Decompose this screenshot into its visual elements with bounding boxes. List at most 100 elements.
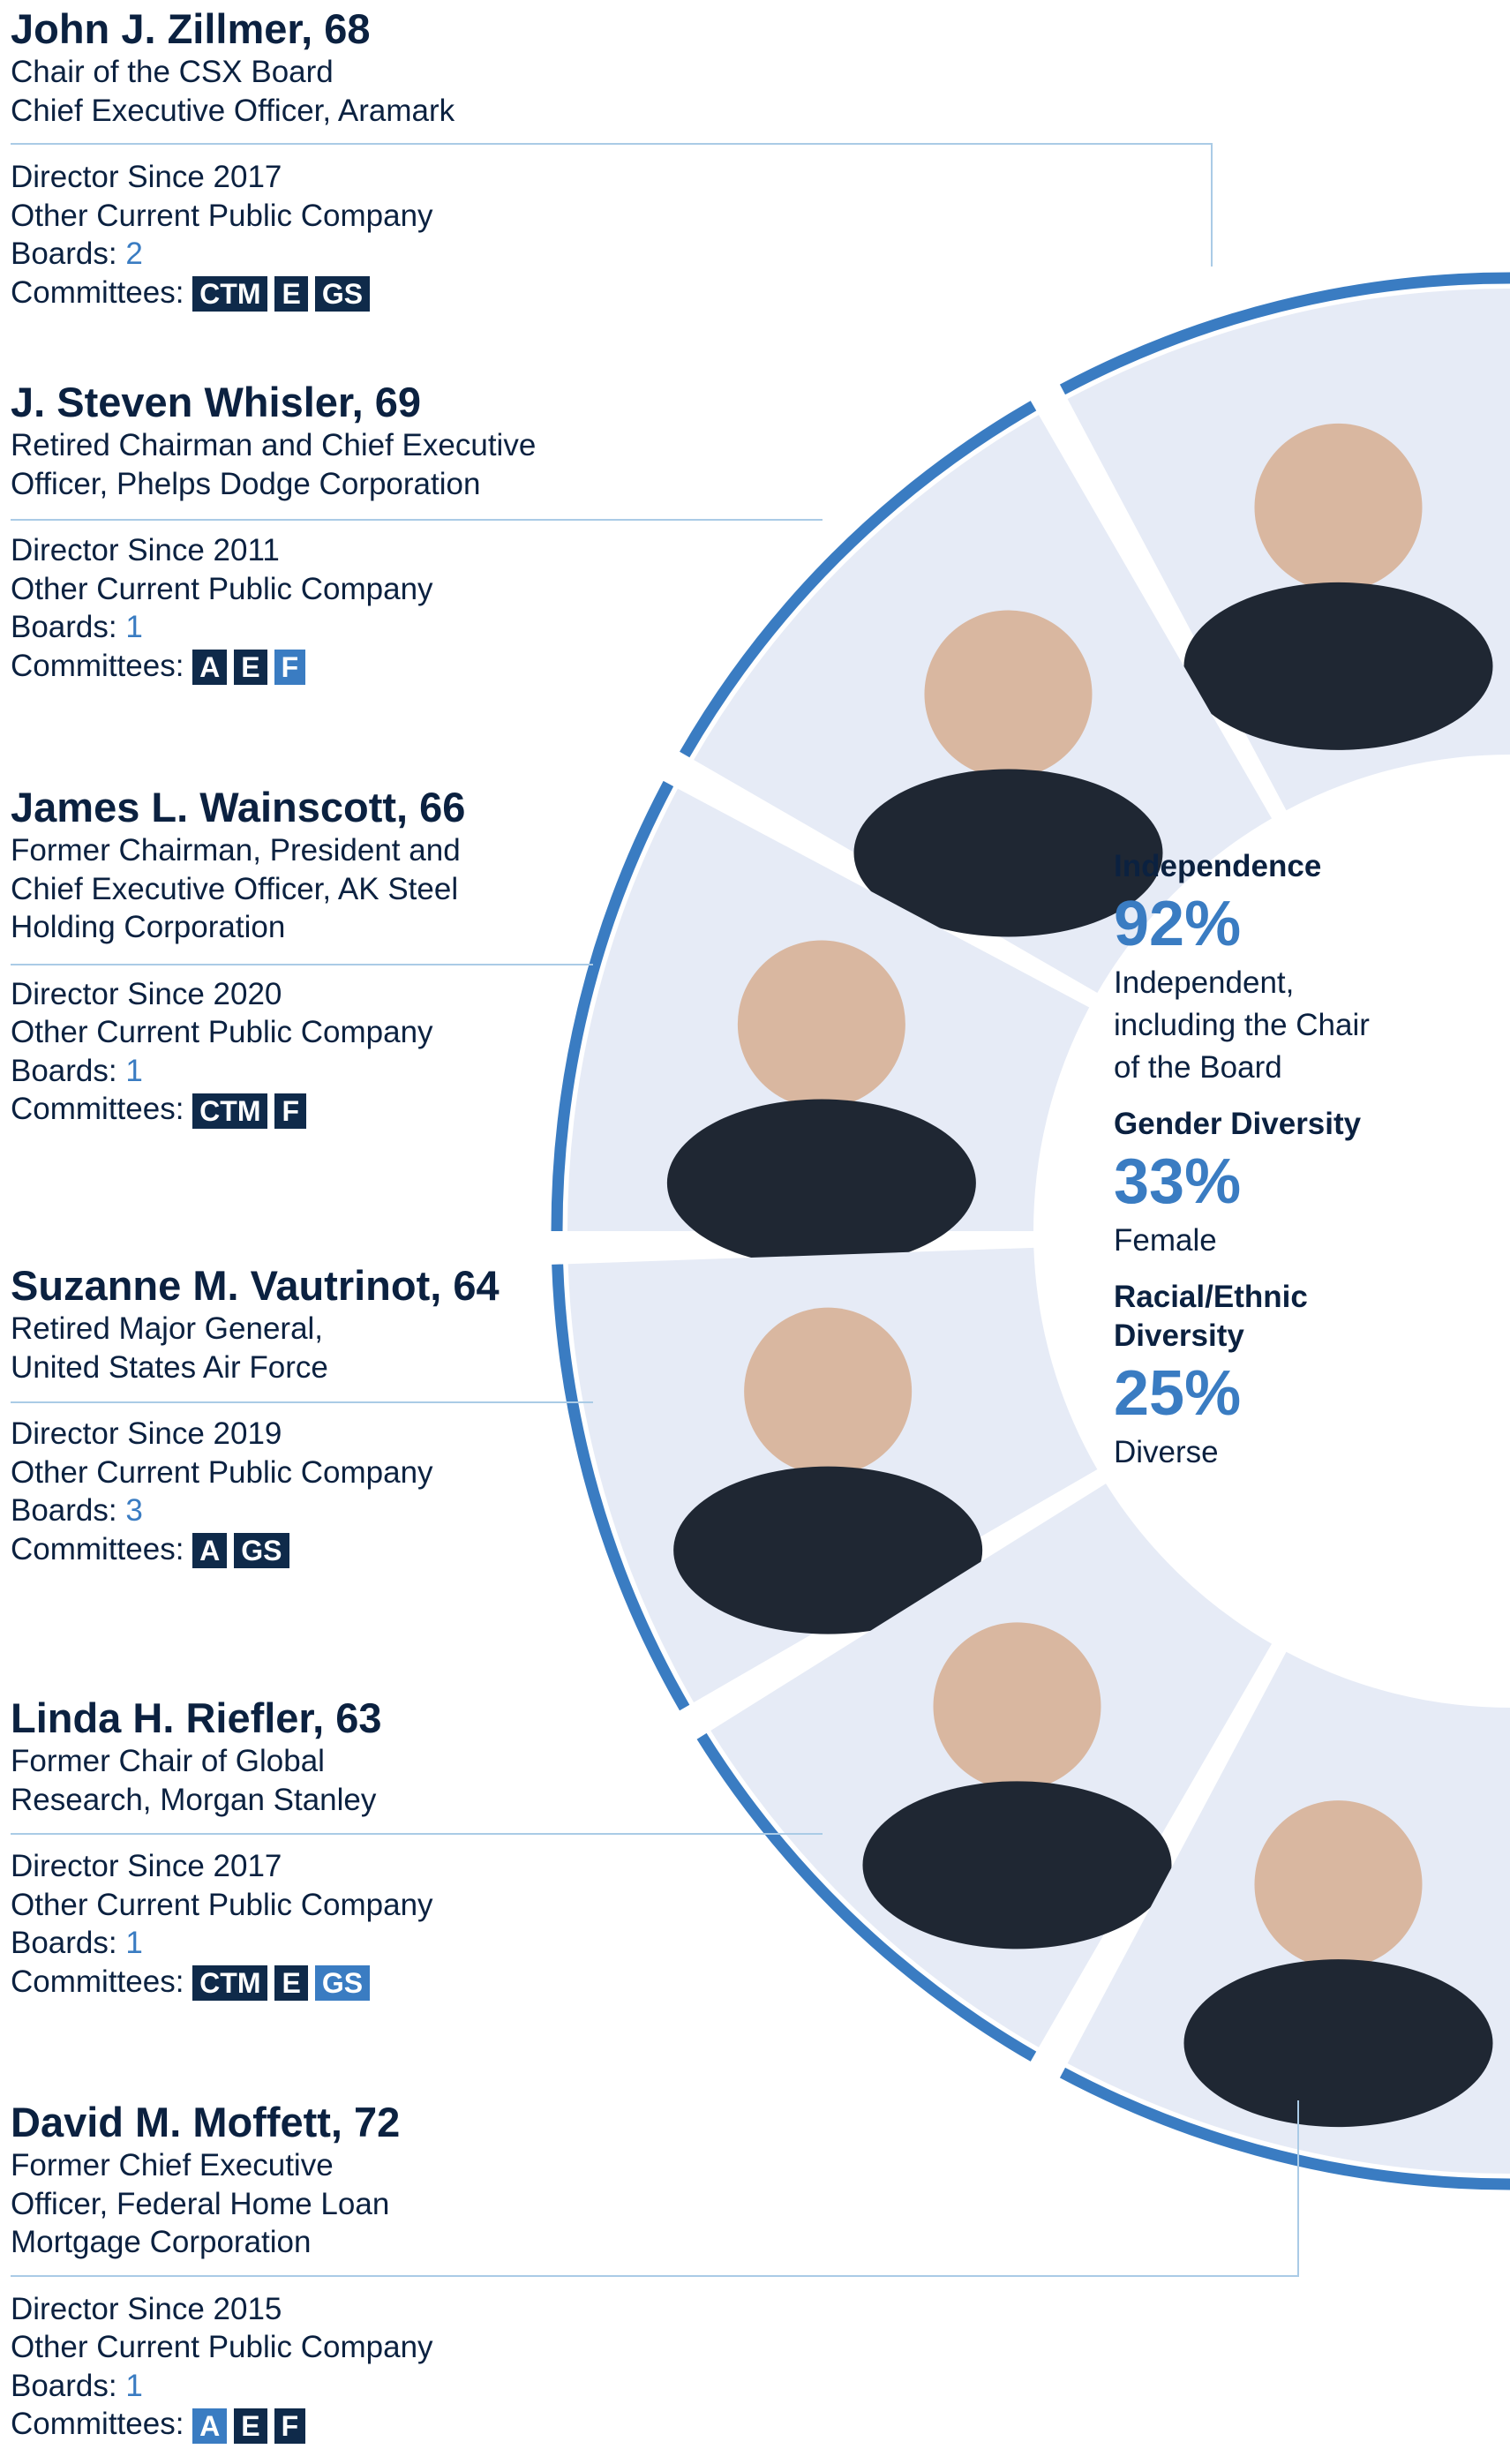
director-since: Director Since 2017: [11, 160, 282, 194]
accent-arc: [551, 780, 674, 1232]
divider-rule: [11, 2275, 1299, 2277]
other-boards-line: Boards: 1: [11, 1052, 465, 1091]
boards-count: 1: [125, 1926, 143, 1960]
director-photo-body: [1183, 1959, 1493, 2128]
director-photo-body: [673, 1466, 983, 1634]
director-name: David M. Moffett, 72: [11, 2099, 401, 2145]
director-name: James L. Wainscott, 66: [11, 784, 466, 830]
director-card: David M. Moffett, 72 Former Chief Execut…: [11, 2099, 433, 2444]
boards-count: 2: [125, 237, 143, 271]
director-card: John J. Zillmer, 68 Chair of the CSX Boa…: [11, 5, 455, 312]
stat-heading: Independence: [1114, 849, 1322, 883]
divider-rule: [1297, 2100, 1299, 2277]
stat-description: Independent,: [1114, 965, 1295, 1000]
committee-badge: E: [234, 2408, 267, 2444]
director-card: Linda H. Riefler, 63 Former Chair of Glo…: [11, 1694, 433, 2002]
director-title: Chair of the CSX Board: [11, 55, 334, 89]
committees-label: Committees:: [11, 648, 184, 683]
accent-arc: [696, 1732, 1037, 2062]
director-photo: [1254, 423, 1423, 591]
divider-rule: [11, 1833, 823, 1835]
committee-badge: GS: [314, 276, 371, 312]
committee-badge: F: [274, 2408, 306, 2444]
stat-percent: 92%: [1114, 889, 1242, 959]
director-title: Chief Executive Officer, Aramark: [11, 93, 455, 128]
stat-gender-diversity: Gender Diversity 33% Female: [1114, 1105, 1484, 1262]
director-since: Director Since 2011: [11, 533, 280, 567]
stat-percent: 25%: [1114, 1358, 1242, 1429]
accent-arc: [680, 401, 1037, 758]
committees-label: Committees:: [11, 274, 184, 310]
stat-percent: 33%: [1114, 1146, 1242, 1217]
director-title: Chief Executive Officer, AK Steel: [11, 871, 459, 906]
director-name: Linda H. Riefler, 63: [11, 1694, 382, 1741]
other-boards-label: Other Current Public Company: [11, 571, 433, 606]
boards-count: 1: [125, 610, 143, 644]
director-card: James L. Wainscott, 66 Former Chairman, …: [11, 784, 465, 1129]
director-photo: [744, 1307, 913, 1476]
accent-arc: [1059, 272, 1510, 395]
stat-independence: Independence 92% Independent, including …: [1114, 847, 1484, 1089]
committees-label: Committees:: [11, 1531, 184, 1566]
director-title: Retired Chairman and Chief Executive: [11, 428, 537, 462]
director-card: J. Steven Whisler, 69 Retired Chairman a…: [11, 379, 537, 686]
director-name: Suzanne M. Vautrinot, 64: [11, 1262, 500, 1309]
director-photo: [924, 610, 1093, 778]
director-since: Director Since 2015: [11, 2291, 282, 2326]
other-boards-line: Boards: 1: [11, 608, 536, 647]
other-boards-label: Other Current Public Company: [11, 1015, 433, 1049]
director-title: Former Chief Executive: [11, 2148, 334, 2182]
director-title: Officer, Federal Home Loan: [11, 2186, 390, 2221]
boards-label: Boards:: [11, 1493, 117, 1528]
boards-label: Boards:: [11, 1926, 117, 1960]
committee-badge: F: [274, 650, 306, 686]
boards-label: Boards:: [11, 237, 117, 271]
director-title: Former Chairman, President and: [11, 833, 461, 868]
committees-line: Committees: CTM F: [11, 1090, 465, 1129]
stat-racial-ethnic-diversity: Racial/Ethnic Diversity 25% Diverse: [1114, 1278, 1484, 1474]
divider-rule: [1211, 143, 1213, 267]
divider-rule: [11, 519, 823, 521]
boards-count: 1: [125, 1053, 143, 1088]
director-title: Retired Major General,: [11, 1311, 324, 1346]
committee-badge: GS: [234, 1533, 289, 1569]
other-boards-label: Other Current Public Company: [11, 1454, 433, 1490]
divider-rule: [11, 964, 593, 965]
stat-description: Diverse: [1114, 1435, 1219, 1469]
other-boards-line: Boards: 3: [11, 1491, 500, 1530]
boards-label: Boards:: [11, 2368, 117, 2403]
divider-rule: [11, 1401, 593, 1403]
director-photo-body: [1183, 582, 1493, 750]
committee-badge: CTM: [192, 276, 268, 312]
committee-badge: A: [192, 650, 228, 686]
committee-badge: F: [274, 1093, 307, 1129]
other-boards-label: Other Current Public Company: [11, 2330, 433, 2364]
director-photo: [737, 940, 905, 1108]
director-since: Director Since 2020: [11, 976, 282, 1011]
committees-label: Committees:: [11, 2407, 184, 2441]
committees-label: Committees:: [11, 1092, 184, 1126]
boards-label: Boards:: [11, 610, 117, 644]
other-boards-line: Boards: 1: [11, 1924, 433, 1963]
director-name: John J. Zillmer, 68: [11, 5, 371, 52]
committees-line: Committees: A GS: [11, 1530, 500, 1569]
stat-heading: Racial/Ethnic: [1114, 1280, 1308, 1314]
director-title: Research, Morgan Stanley: [11, 1782, 377, 1817]
board-statistics: Independence 92% Independent, including …: [1114, 847, 1484, 1474]
accent-arc: [552, 1264, 690, 1711]
stat-description: of the Board: [1114, 1050, 1282, 1085]
committees-line: Committees: CTM E GS: [11, 1963, 433, 2002]
director-since: Director Since 2019: [11, 1416, 282, 1451]
director-photo-body: [853, 769, 1163, 937]
director-title: Former Chair of Global: [11, 1744, 325, 1778]
committee-badge: E: [234, 650, 267, 686]
committee-badge: E: [274, 1965, 308, 2002]
stat-heading: Gender Diversity: [1114, 1107, 1362, 1141]
director-name: J. Steven Whisler, 69: [11, 379, 421, 425]
other-boards-line: Boards: 2: [11, 235, 455, 274]
director-since: Director Since 2017: [11, 1849, 282, 1883]
committee-badge: A: [192, 1533, 228, 1569]
stat-description: Female: [1114, 1223, 1217, 1258]
